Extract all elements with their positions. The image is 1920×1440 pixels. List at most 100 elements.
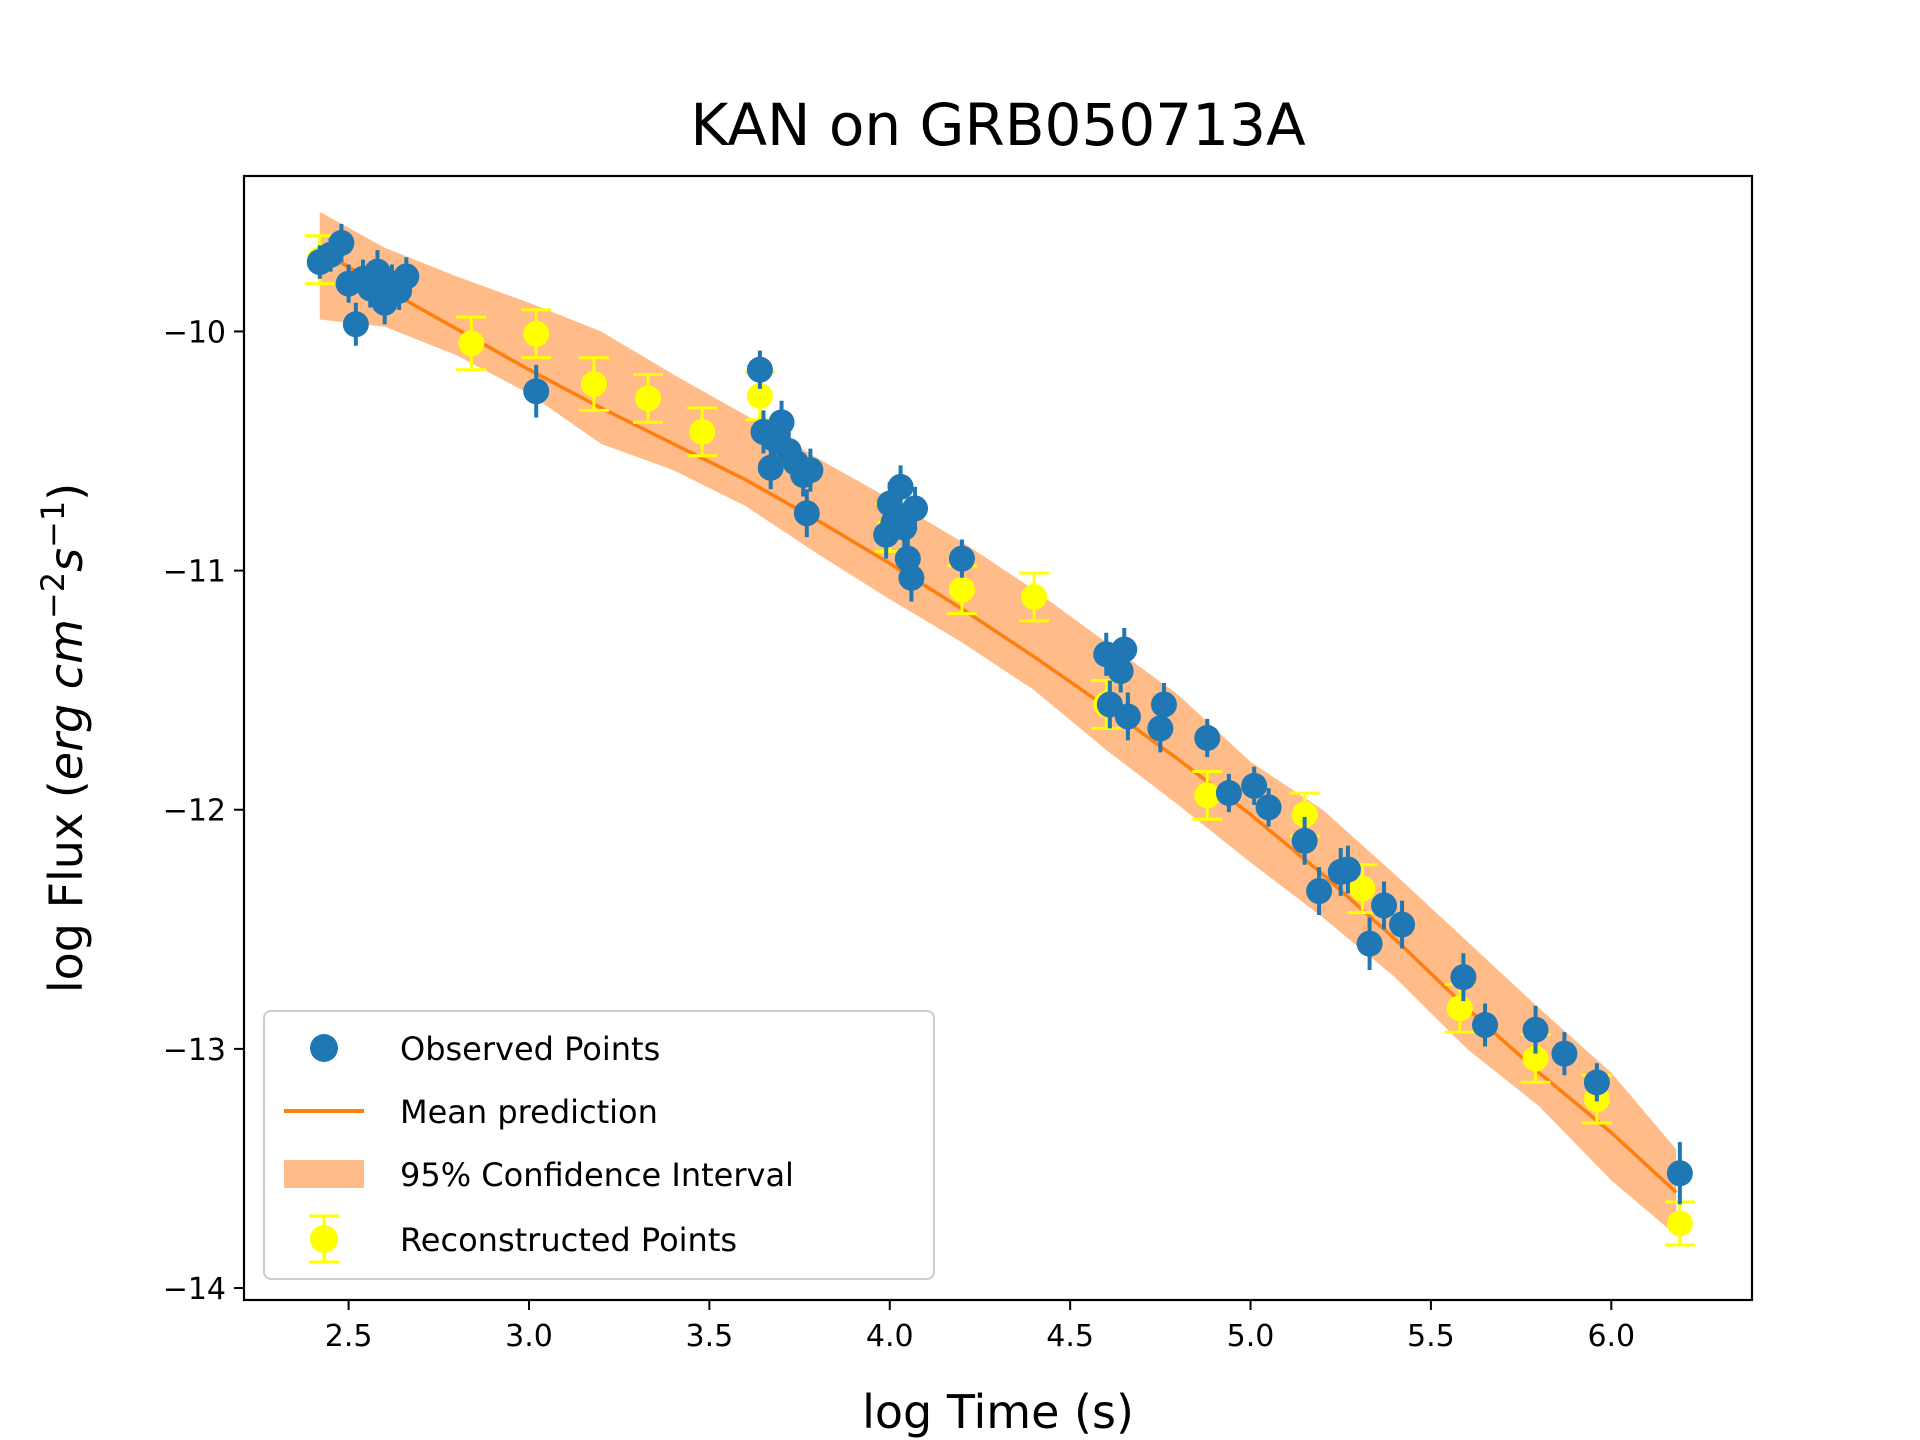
observed-point (1666, 1142, 1693, 1205)
observed-dot (887, 473, 914, 500)
reconstructed-dot (1446, 995, 1473, 1022)
observed-point (1241, 766, 1268, 805)
reconstructed-dot (1349, 875, 1376, 902)
observed-dot (1194, 725, 1221, 751)
observed-dot (1241, 772, 1268, 799)
reconstructed-dot (635, 385, 662, 412)
observed-point (1356, 917, 1383, 970)
observed-dot (793, 500, 820, 527)
reconstructed-dot (746, 383, 773, 410)
observed-dot (757, 454, 784, 481)
reconstructed-point (1192, 769, 1223, 821)
observed-dot (1334, 856, 1361, 883)
reconstructed-dot (523, 320, 550, 347)
reconstructed-dot (1021, 583, 1048, 610)
observed-point (1450, 953, 1477, 1002)
observed-point (1389, 900, 1416, 949)
observed-dot (1111, 636, 1138, 663)
observed-point (1194, 718, 1221, 758)
observed-point (887, 465, 914, 509)
observed-dot (898, 564, 925, 591)
data-layer (304, 211, 1695, 1247)
legend-label-mean: Mean prediction (400, 1093, 658, 1131)
reconstructed-point (578, 356, 609, 412)
x-tick-label: 2.5 (325, 1319, 373, 1354)
observed-point (793, 489, 820, 538)
observed-dot (1150, 691, 1177, 718)
observed-dot (1107, 658, 1134, 685)
legend-reconstructed-dot (310, 1225, 338, 1253)
observed-point (746, 350, 773, 389)
y-axis-title-unit-1: erg cm (39, 619, 93, 780)
legend-label-band: 95% Confidence Interval (400, 1156, 794, 1194)
legend: Observed Points Mean prediction 95% Conf… (263, 1010, 935, 1280)
observed-dot (1450, 964, 1477, 991)
reconstructed-dot (580, 371, 607, 398)
observed-point (902, 486, 929, 530)
reconstructed-dot (458, 330, 485, 357)
reconstructed-point (1347, 863, 1378, 915)
observed-point (948, 539, 975, 578)
observed-point (523, 364, 550, 418)
observed-dot (891, 514, 918, 541)
y-tick-label: −10 (163, 315, 226, 350)
observed-point (757, 446, 784, 490)
observed-dot (797, 457, 824, 484)
observed-dot (1666, 1160, 1693, 1187)
observed-point (1114, 692, 1141, 741)
observed-point (1215, 773, 1242, 813)
reconstructed-dot (948, 576, 975, 603)
observed-dot (1522, 1016, 1549, 1043)
axes-frame (242, 174, 1754, 1302)
legend-label-observed: Observed Points (400, 1030, 660, 1068)
observed-dot (1306, 878, 1333, 905)
observed-point (342, 302, 369, 346)
reconstructed-point (1019, 571, 1050, 623)
x-tick-label: 3.0 (505, 1319, 553, 1354)
x-tick-label: 4.0 (866, 1319, 914, 1354)
observed-dot (1215, 780, 1242, 807)
observed-point (1306, 867, 1333, 915)
observed-dot (1147, 715, 1174, 742)
observed-dot (1291, 827, 1318, 854)
legend-label-reconstructed: Reconstructed Points (400, 1221, 737, 1259)
reconstructed-dot (1666, 1210, 1693, 1237)
reconstructed-dot (1522, 1045, 1549, 1072)
observed-dot (328, 229, 355, 256)
observed-point (797, 448, 824, 492)
observed-dot (1114, 703, 1141, 730)
observed-point (328, 223, 355, 263)
y-tick-label: −12 (163, 794, 226, 829)
observed-dot (523, 378, 550, 405)
reconstructed-point (633, 372, 664, 424)
y-tick-label: −14 (163, 1272, 226, 1307)
observed-dot (1583, 1069, 1610, 1096)
x-tick-label: 6.0 (1587, 1319, 1635, 1354)
confidence-band (319, 211, 1677, 1236)
observed-dot (948, 545, 975, 572)
y-tick-label: −13 (163, 1033, 226, 1068)
x-tick-label: 4.5 (1046, 1319, 1094, 1354)
observed-dot (1371, 892, 1398, 919)
legend-band-patch (284, 1160, 364, 1188)
observed-point (1583, 1063, 1610, 1102)
legend-frame (263, 1010, 935, 1280)
observed-dot (1356, 930, 1383, 957)
x-tick-label: 5.0 (1227, 1319, 1275, 1354)
observed-point (1334, 845, 1361, 894)
observed-dot (1389, 911, 1416, 938)
chart-title: KAN on GRB050713A (690, 91, 1306, 159)
observed-point (1472, 1003, 1499, 1047)
legend-observed-marker (310, 1034, 338, 1062)
observed-dot (746, 356, 773, 383)
x-tick-label: 5.5 (1407, 1319, 1455, 1354)
legend-reconstructed-marker (309, 1214, 339, 1264)
observed-point (1551, 1032, 1578, 1076)
x-axis-title: log Time (s) (862, 1385, 1134, 1439)
reconstructed-point (687, 406, 718, 458)
observed-point (1150, 682, 1177, 727)
reconstructed-point (456, 315, 487, 372)
observed-point (393, 257, 420, 296)
observed-dot (393, 263, 420, 290)
